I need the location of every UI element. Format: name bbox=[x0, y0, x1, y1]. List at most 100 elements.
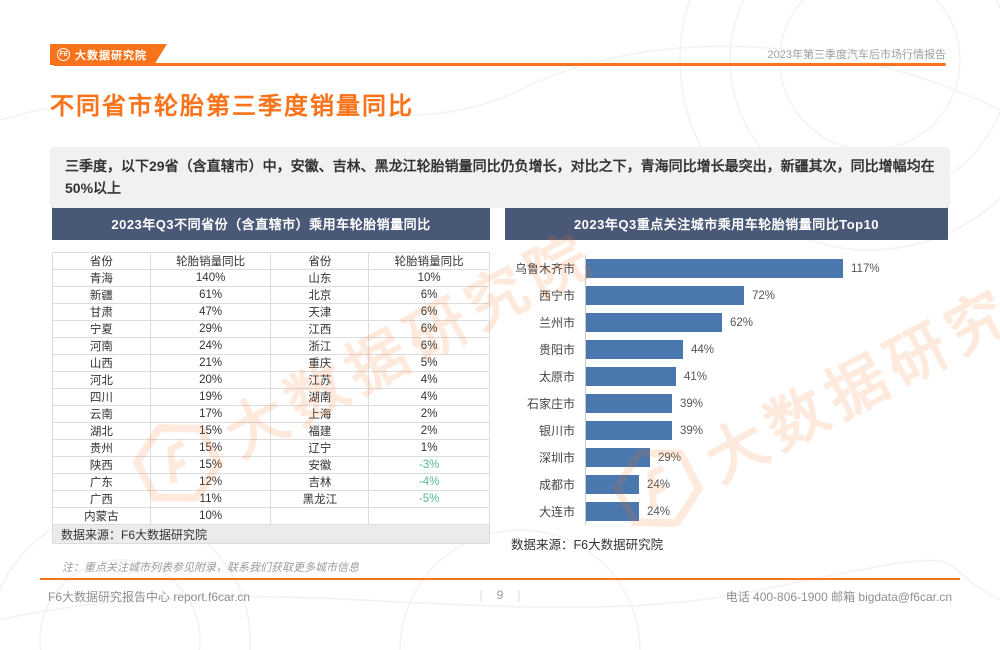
table-cell: 6% bbox=[368, 337, 490, 355]
bar bbox=[586, 313, 722, 332]
table-row: 广东 12% 吉林 -4% bbox=[52, 473, 490, 491]
bar-category-label: 石家庄市 bbox=[526, 397, 575, 411]
bar bbox=[586, 475, 639, 494]
province-table-title: 2023年Q3不同省份（含直辖市）乘用车轮胎销量同比 bbox=[52, 207, 490, 240]
bar-value-label: 72% bbox=[752, 289, 776, 302]
bar-row: 太原市 41% bbox=[505, 363, 948, 390]
bar-value-label: 44% bbox=[691, 343, 715, 356]
table-cell: 轮胎销量同比 bbox=[149, 252, 272, 270]
table-row: 贵州 15% 辽宁 1% bbox=[52, 439, 490, 457]
header-divider bbox=[53, 63, 946, 66]
bar bbox=[586, 394, 672, 413]
table-cell: 河南 bbox=[52, 337, 151, 355]
table-cell: 四川 bbox=[52, 388, 151, 406]
bar-value-label: 62% bbox=[730, 316, 754, 329]
city-chart-panel: 2023年Q3重点关注城市乘用车轮胎销量同比Top10 乌鲁木齐市 117% 西宁市… bbox=[505, 207, 948, 553]
table-cell: 24% bbox=[149, 337, 272, 355]
table-cell: 陕西 bbox=[52, 456, 151, 474]
province-table-panel: 2023年Q3不同省份（含直辖市）乘用车轮胎销量同比 省份 轮胎销量同比 省份 轮胎销… bbox=[52, 207, 490, 544]
table-row: 河南 24% 浙江 6% bbox=[52, 337, 490, 355]
table-cell: 山东 bbox=[270, 269, 370, 287]
page-title: 不同省市轮胎第三季度销量同比 bbox=[50, 93, 414, 120]
bar-row: 大连市 24% bbox=[505, 498, 948, 525]
table-cell: 21% bbox=[149, 354, 272, 372]
bar-category-label: 西宁市 bbox=[538, 289, 575, 303]
table-cell: 内蒙古 bbox=[52, 507, 151, 525]
table-cell: 4% bbox=[368, 388, 490, 406]
table-row: 广西 11% 黑龙江 -5% bbox=[52, 490, 490, 508]
city-chart-title: 2023年Q3重点关注城市乘用车轮胎销量同比Top10 bbox=[505, 207, 948, 240]
table-cell: 新疆 bbox=[52, 286, 151, 304]
table-cell: 10% bbox=[149, 507, 272, 525]
footer-contact: 电话 400-806-1900 邮箱 bigdata@f6car.cn bbox=[725, 590, 952, 604]
table-cell: 重庆 bbox=[270, 354, 370, 372]
bar-category-label: 大连市 bbox=[538, 505, 575, 519]
page-number-value: 9 bbox=[496, 588, 504, 602]
table-cell: 云南 bbox=[52, 405, 151, 423]
table-cell: 江苏 bbox=[270, 371, 370, 389]
table-row: 青海 140% 山东 10% bbox=[52, 269, 490, 287]
table-row: 湖北 15% 福建 2% bbox=[52, 422, 490, 440]
table-cell: 6% bbox=[368, 303, 490, 321]
bar-value-label: 39% bbox=[680, 397, 704, 410]
brand-name: 大数据研究院 bbox=[75, 49, 147, 62]
bar-row: 兰州市 62% bbox=[505, 309, 948, 336]
bar-track: 44% bbox=[585, 336, 948, 363]
bar-track: 39% bbox=[585, 390, 948, 417]
bar bbox=[586, 340, 683, 359]
table-row: 河北 20% 江苏 4% bbox=[52, 371, 490, 389]
table-row: 山西 21% 重庆 5% bbox=[52, 354, 490, 372]
bar-value-label: 39% bbox=[680, 424, 704, 437]
table-row: 内蒙古 10% bbox=[52, 507, 490, 525]
city-bar-chart: 乌鲁木齐市 117% 西宁市 72% 兰州市 62% 贵阳市 44% 太原市 41% 石家庄市 39%… bbox=[505, 255, 948, 525]
table-cell: 福建 bbox=[270, 422, 370, 440]
table-cell: 青海 bbox=[52, 269, 151, 287]
table-cell: 15% bbox=[149, 439, 272, 457]
table-cell: 天津 bbox=[270, 303, 370, 321]
table-cell: 17% bbox=[149, 405, 272, 423]
bar-category-label: 深圳市 bbox=[538, 451, 575, 465]
table-cell: 29% bbox=[149, 320, 272, 338]
table-row: 数据来源：F6大数据研究院 bbox=[52, 524, 490, 544]
table-cell: 省份 bbox=[270, 252, 370, 270]
table-cell: 贵州 bbox=[52, 439, 151, 457]
report-series-title: 2023年第三季度汽车后市场行情报告 bbox=[767, 49, 946, 61]
table-cell: 轮胎销量同比 bbox=[368, 252, 490, 270]
bar-value-label: 24% bbox=[647, 478, 671, 491]
table-cell: 辽宁 bbox=[270, 439, 370, 457]
table-row: 陕西 15% 安徽 -3% bbox=[52, 456, 490, 474]
table-cell: 61% bbox=[149, 286, 272, 304]
table-cell: 广东 bbox=[52, 473, 151, 491]
table-cell: 11% bbox=[149, 490, 272, 508]
table-cell: 吉林 bbox=[270, 473, 370, 491]
table-cell: 安徽 bbox=[270, 456, 370, 474]
bar bbox=[586, 367, 676, 386]
bar-category-label: 太原市 bbox=[538, 370, 575, 384]
table-cell: -5% bbox=[368, 490, 490, 508]
province-table: 省份 轮胎销量同比 省份 轮胎销量同比 青海 140% 山东 10% 新疆 61% 北京 6% 甘肃 47… bbox=[52, 252, 490, 544]
bar-track: 29% bbox=[585, 444, 948, 471]
table-row: 云南 17% 上海 2% bbox=[52, 405, 490, 423]
table-source: 数据来源：F6大数据研究院 bbox=[52, 524, 490, 544]
table-cell: 140% bbox=[149, 269, 272, 287]
table-cell: 省份 bbox=[52, 252, 151, 270]
bar-category-label: 贵阳市 bbox=[538, 343, 575, 357]
bar-track: 117% bbox=[585, 255, 948, 282]
table-cell bbox=[368, 507, 490, 525]
table-cell bbox=[270, 507, 370, 525]
table-row: 甘肃 47% 天津 6% bbox=[52, 303, 490, 321]
table-cell: 2% bbox=[368, 405, 490, 423]
footnote: 注：重点关注城市列表参见附录，联系我们获取更多城市信息 bbox=[62, 562, 359, 574]
bar-category-label: 兰州市 bbox=[538, 316, 575, 330]
table-cell: -4% bbox=[368, 473, 490, 491]
table-cell: 5% bbox=[368, 354, 490, 372]
table-cell: 江西 bbox=[270, 320, 370, 338]
table-cell: 12% bbox=[149, 473, 272, 491]
bar bbox=[586, 259, 843, 278]
chart-source: 数据来源：F6大数据研究院 bbox=[511, 538, 664, 552]
bar-category-label: 成都市 bbox=[538, 478, 575, 492]
divider: | bbox=[479, 588, 483, 602]
page-header: F6 大数据研究院 2023年第三季度汽车后市场行情报告 bbox=[50, 44, 946, 70]
